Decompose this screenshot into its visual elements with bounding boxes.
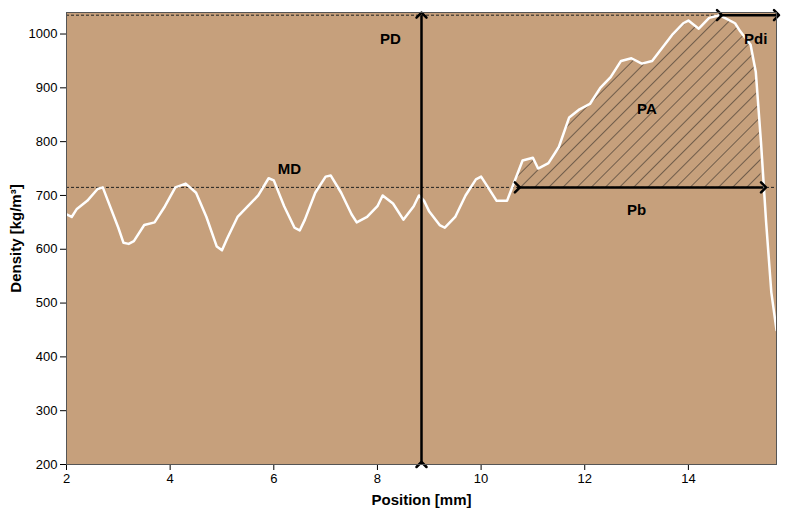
svg-text:300: 300	[36, 403, 58, 418]
svg-text:1000: 1000	[29, 26, 58, 41]
svg-text:4: 4	[167, 471, 174, 486]
svg-text:6: 6	[270, 471, 277, 486]
svg-text:14: 14	[681, 471, 695, 486]
svg-text:400: 400	[36, 349, 58, 364]
svg-text:PD: PD	[380, 30, 401, 47]
svg-text:600: 600	[36, 241, 58, 256]
svg-text:PA: PA	[637, 100, 657, 117]
svg-text:Pb: Pb	[627, 201, 646, 218]
svg-text:700: 700	[36, 188, 58, 203]
svg-text:Pdi: Pdi	[744, 30, 767, 47]
svg-text:200: 200	[36, 457, 58, 472]
svg-text:2: 2	[63, 471, 70, 486]
svg-text:10: 10	[474, 471, 488, 486]
svg-text:900: 900	[36, 80, 58, 95]
svg-text:500: 500	[36, 295, 58, 310]
svg-text:Position [mm]: Position [mm]	[372, 491, 472, 508]
svg-text:8: 8	[374, 471, 381, 486]
svg-text:Density [kg/m³]: Density [kg/m³]	[7, 184, 24, 292]
svg-text:MD: MD	[278, 160, 301, 177]
svg-text:12: 12	[578, 471, 592, 486]
svg-text:800: 800	[36, 134, 58, 149]
